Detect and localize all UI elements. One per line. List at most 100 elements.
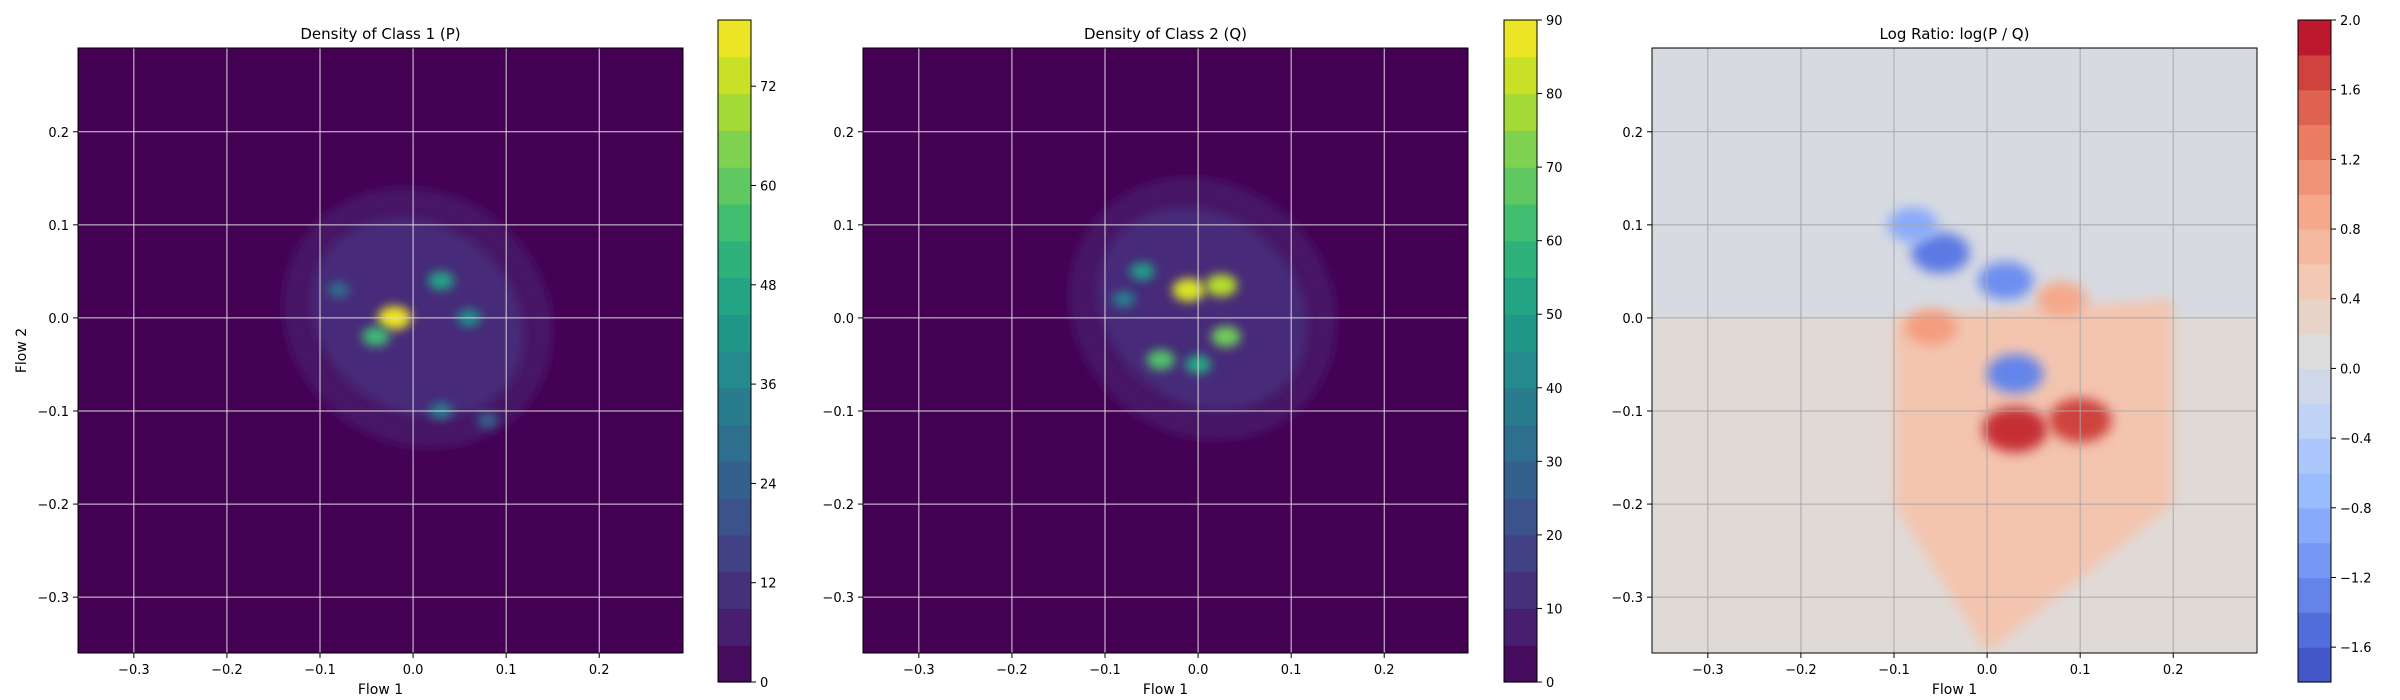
- panel-2: −0.3 −0.3 −0.2 −0.2 −0.1 −0.1 0.0 0.0 0.1 0.1 0.2 0…: [822, 14, 1562, 698]
- colorbar-band: [718, 240, 751, 279]
- colorbar-band: [718, 130, 751, 168]
- x-tick-label: 0.0: [1188, 663, 1209, 678]
- colorbar-band: [1504, 645, 1537, 683]
- colorbar-tick-label: −0.4: [2340, 432, 2372, 447]
- density-peak: [1112, 291, 1136, 308]
- colorbar-band: [2298, 368, 2331, 404]
- colorbar-band: [718, 56, 751, 95]
- density-peak: [1129, 262, 1155, 281]
- x-tick-label: 0.1: [496, 663, 517, 678]
- colorbar-band: [1504, 56, 1537, 95]
- y-tick-label: −0.2: [822, 498, 854, 513]
- colorbar-band: [2298, 333, 2331, 370]
- colorbar-band: [1504, 203, 1537, 242]
- colorbar-band: [718, 20, 751, 58]
- colorbar-band: [718, 167, 751, 205]
- plot-area: [78, 48, 683, 653]
- plot-area: [1652, 48, 2257, 653]
- colorbar-band: [2298, 298, 2331, 335]
- colorbar-tick-label: 80: [1546, 88, 1563, 103]
- x-tick-label: 0.0: [1977, 663, 1998, 678]
- colorbar-band: [1504, 351, 1537, 389]
- colorbar-band: [2298, 403, 2331, 439]
- colorbar-band: [1504, 608, 1537, 646]
- colorbar-band: [1504, 240, 1537, 279]
- colorbar-band: [1504, 277, 1537, 315]
- colorbar-tick-label: 36: [760, 378, 777, 393]
- x-tick-label: −0.2: [996, 663, 1028, 678]
- y-tick-label: 0.1: [48, 219, 69, 234]
- colorbar: −1.6 −1.2 −0.8 −0.4 0.0 0.4 0.8 1.2 1.6 2.0: [2297, 14, 2372, 683]
- upper-region: [1652, 48, 2257, 318]
- x-tick-label: −0.2: [1785, 663, 1817, 678]
- colorbar-band: [2298, 647, 2331, 683]
- x-tick-label: −0.2: [211, 663, 243, 678]
- x-tick-label: 0.2: [2163, 663, 2184, 678]
- colorbar-band: [1504, 167, 1537, 205]
- colorbar-band: [2298, 89, 2331, 126]
- colorbar-tick-label: 2.0: [2340, 14, 2361, 29]
- axes-frame: [862, 47, 1469, 654]
- colorbar-band: [718, 351, 751, 389]
- density-peak: [428, 271, 454, 290]
- lower-warm-region: [1894, 299, 2174, 653]
- density-peak: [361, 326, 390, 347]
- ratio-feature: [1982, 406, 2048, 453]
- colorbar-band: [718, 608, 751, 646]
- x-tick-label: −0.3: [118, 663, 150, 678]
- colorbar-band: [718, 424, 751, 462]
- colorbar-tick-label: 60: [760, 180, 777, 195]
- colorbar-tick-label: 0.0: [2340, 362, 2361, 377]
- density-peak: [477, 412, 499, 428]
- colorbar-band: [718, 203, 751, 242]
- colorbar-band: [2298, 159, 2331, 195]
- colorbar-tick-label: 30: [1546, 455, 1563, 470]
- ratio-feature: [1986, 353, 2044, 394]
- colorbar-frame: [2297, 19, 2332, 683]
- y-tick-label: −0.3: [822, 591, 854, 606]
- x-axis-label: Flow 1: [358, 682, 403, 698]
- colorbar-band: [2298, 507, 2331, 544]
- colorbar-tick-label: 72: [760, 80, 777, 95]
- ratio-feature: [2036, 281, 2087, 317]
- colorbar-band: [1504, 461, 1537, 499]
- panel-1: −0.3 −0.3 −0.2 −0.2 −0.1 −0.1 0.0 0.0 0.1 0.1 0.2 0…: [14, 19, 777, 698]
- colorbar-band: [2298, 194, 2331, 230]
- colorbar-tick-label: −0.8: [2340, 502, 2372, 517]
- y-tick-label: −0.3: [1611, 591, 1643, 606]
- panel-3: −0.3 −0.3 −0.2 −0.2 −0.1 −0.1 0.0 0.0 0.1 0.1 0.2 0…: [1611, 14, 2371, 698]
- colorbar-tick-label: 0.8: [2340, 223, 2361, 238]
- chart-title: Density of Class 2 (Q): [1084, 25, 1247, 43]
- y-tick-label: −0.3: [37, 591, 69, 606]
- y-tick-label: 0.2: [833, 126, 854, 141]
- colorbar-band: [1504, 387, 1537, 426]
- colorbar-band: [2298, 472, 2331, 509]
- y-tick-label: 0.2: [1622, 126, 1643, 141]
- colorbar-tick-label: −1.6: [2340, 641, 2372, 656]
- y-tick-label: 0.2: [48, 126, 69, 141]
- y-tick-label: −0.1: [37, 405, 69, 420]
- colorbar-tick-label: 0: [760, 676, 768, 691]
- y-tick-label: 0.1: [833, 219, 854, 234]
- colorbar-band: [2298, 229, 2331, 265]
- colorbar-band: [718, 498, 751, 536]
- colorbar-tick-label: 1.6: [2340, 84, 2361, 99]
- colorbar-band: [2298, 542, 2331, 579]
- colorbar-band: [1504, 498, 1537, 536]
- x-tick-label: −0.3: [1692, 663, 1724, 678]
- chart-title: Density of Class 1 (P): [300, 25, 460, 43]
- colorbar-band: [718, 387, 751, 426]
- y-tick-label: 0.1: [1622, 219, 1643, 234]
- colorbar: 0 10 20 30 40 50 60 70 80 90: [1503, 14, 1563, 691]
- colorbar-band: [1504, 20, 1537, 58]
- colorbar-frame: [717, 19, 752, 683]
- colorbar-band: [718, 93, 751, 131]
- colorbar-tick-label: 10: [1546, 602, 1563, 617]
- colorbar-band: [2298, 612, 2331, 648]
- y-tick-label: −0.2: [1611, 498, 1643, 513]
- colorbar-tick-label: 40: [1546, 382, 1563, 397]
- colorbar-band: [2298, 20, 2331, 56]
- colorbar-band: [718, 461, 751, 499]
- axes-frame: [1651, 47, 2258, 654]
